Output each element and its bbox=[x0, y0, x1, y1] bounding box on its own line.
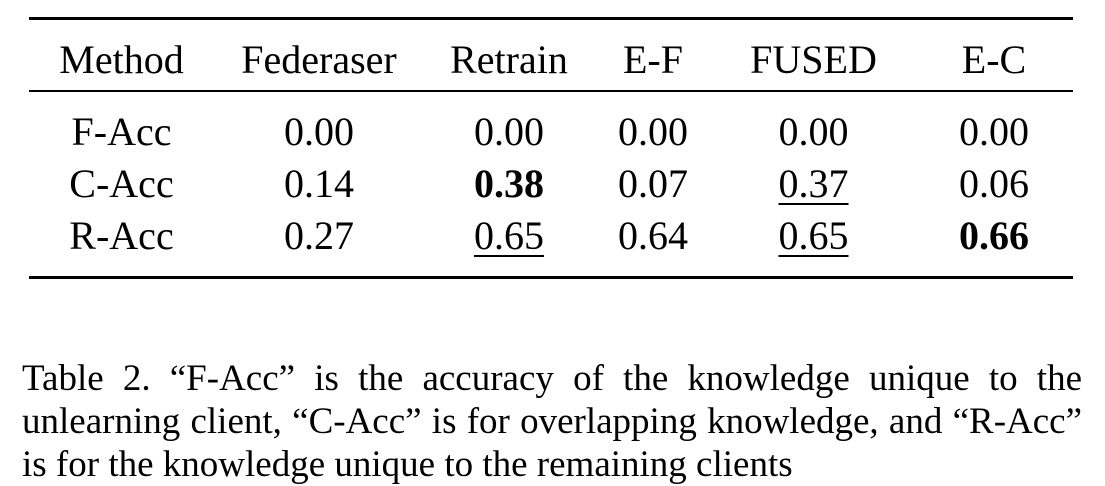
cell-value: 0.06 bbox=[959, 161, 1029, 206]
cell-value: 0.37 bbox=[778, 161, 849, 206]
cell-fused: 0.65 bbox=[712, 210, 915, 262]
row-label: F-Acc bbox=[71, 109, 172, 154]
row-label: C-Acc bbox=[69, 161, 174, 206]
cell-e-c: 0.00 bbox=[915, 92, 1073, 158]
cell-value: 0.00 bbox=[618, 109, 688, 154]
cell-value: 0.65 bbox=[778, 213, 849, 258]
cell-e-f: 0.64 bbox=[594, 210, 712, 262]
cell-e-f: 0.00 bbox=[594, 92, 712, 158]
cell-federaser: 0.00 bbox=[214, 92, 424, 158]
cell-value: 0.00 bbox=[284, 109, 354, 154]
cell-retrain: 0.38 bbox=[424, 158, 594, 210]
cell-value: 0.38 bbox=[474, 161, 544, 206]
table-row-c-acc: C-Acc 0.14 0.38 0.07 0.37 0.06 bbox=[29, 158, 1073, 210]
cell-e-c: 0.66 bbox=[915, 210, 1073, 262]
table-caption: Table 2. “F-Acc” is the accuracy of the … bbox=[22, 358, 1082, 485]
cell-retrain: 0.65 bbox=[424, 210, 594, 262]
column-header-federaser: Federaser bbox=[241, 37, 397, 82]
cell-value: 0.14 bbox=[284, 161, 354, 206]
cell-e-f: 0.07 bbox=[594, 158, 712, 210]
header-row: Method Federaser Retrain E-F FUSED E-C bbox=[29, 20, 1073, 80]
table-header: Method Federaser Retrain E-F FUSED E-C bbox=[29, 20, 1073, 80]
cell-fused: 0.37 bbox=[712, 158, 915, 210]
cell-federaser: 0.27 bbox=[214, 210, 424, 262]
results-table: Method Federaser Retrain E-F FUSED E-C F… bbox=[29, 17, 1073, 279]
table-row-f-acc: F-Acc 0.00 0.00 0.00 0.00 0.00 bbox=[29, 92, 1073, 158]
cell-fused: 0.00 bbox=[712, 92, 915, 158]
column-header-fused: FUSED bbox=[750, 37, 877, 82]
cell-value: 0.00 bbox=[959, 109, 1029, 154]
cell-value: 0.65 bbox=[474, 213, 544, 258]
cell-federaser: 0.14 bbox=[214, 158, 424, 210]
cell-value: 0.00 bbox=[778, 109, 849, 154]
table-row-r-acc: R-Acc 0.27 0.65 0.64 0.65 0.66 bbox=[29, 210, 1073, 262]
table-top-rule bbox=[29, 17, 1073, 20]
table-mid-rule bbox=[29, 90, 1073, 92]
cell-value: 0.64 bbox=[618, 213, 688, 258]
column-header-e-c: E-C bbox=[961, 37, 1027, 82]
cell-retrain: 0.00 bbox=[424, 92, 594, 158]
row-label: R-Acc bbox=[69, 213, 174, 258]
table-body: F-Acc 0.00 0.00 0.00 0.00 0.00 C-Acc 0.1… bbox=[29, 92, 1073, 262]
column-header-method: Method bbox=[59, 37, 184, 82]
cell-value: 0.07 bbox=[618, 161, 688, 206]
cell-value: 0.66 bbox=[959, 213, 1029, 258]
cell-value: 0.27 bbox=[284, 213, 354, 258]
cell-e-c: 0.06 bbox=[915, 158, 1073, 210]
column-header-retrain: Retrain bbox=[450, 37, 568, 82]
column-header-e-f: E-F bbox=[623, 37, 683, 82]
cell-value: 0.00 bbox=[474, 109, 544, 154]
table-bottom-rule bbox=[29, 276, 1073, 279]
